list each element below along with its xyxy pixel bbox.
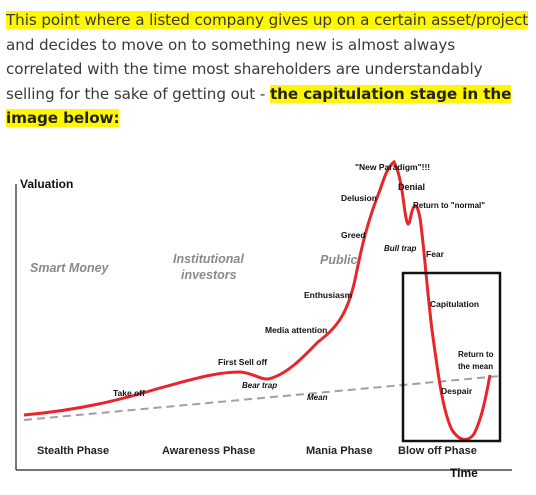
phase-mania: Mania Phase <box>306 445 373 457</box>
capitulation-box <box>401 271 502 443</box>
group-smart-money: Smart Money <box>30 261 110 275</box>
label-return-normal: Return to "normal" <box>413 201 485 210</box>
phase-blow-off: Blow off Phase <box>398 445 477 457</box>
article-paragraph: This point where a listed company gives … <box>6 8 530 131</box>
x-axis-label: Time <box>450 466 478 480</box>
label-denial: Denial <box>398 182 425 192</box>
mean-line <box>23 375 501 421</box>
group-institutional-2: investors <box>181 268 237 282</box>
label-new-paradigm: "New Paradigm"!!! <box>355 162 430 172</box>
market-cycle-figure: Valuation Time "New Paradigm"!!! Denial … <box>0 150 536 490</box>
label-greed: Greed <box>341 230 366 240</box>
label-despair: Despair <box>441 386 473 396</box>
label-fear: Fear <box>426 249 445 259</box>
body-text: and decides to move on to something new … <box>6 35 483 103</box>
label-enthusiasm: Enthusiasm <box>304 290 353 300</box>
label-media-attention: Media attention <box>265 325 327 335</box>
label-bull-trap: Bull trap <box>384 244 417 253</box>
label-first-sell-off: First Sell off <box>218 357 267 367</box>
label-return-mean-1: Return to <box>458 350 494 359</box>
label-capitulation: Capitulation <box>430 299 479 309</box>
y-axis-label: Valuation <box>20 177 73 191</box>
phase-stealth: Stealth Phase <box>37 445 109 457</box>
group-institutional-1: Institutional <box>173 252 244 266</box>
label-take-off: Take off <box>113 388 145 398</box>
phase-awareness: Awareness Phase <box>162 445 255 457</box>
label-delusion: Delusion <box>341 193 377 203</box>
highlighted-text-1: This point where a listed company gives … <box>6 11 529 29</box>
label-return-mean-2: the mean <box>458 362 493 371</box>
label-bear-trap: Bear trap <box>242 381 277 390</box>
market-cycle-diagram: Valuation Time "New Paradigm"!!! Denial … <box>15 159 512 480</box>
price-curve <box>23 159 492 441</box>
label-mean: Mean <box>307 393 328 402</box>
group-public: Public <box>320 253 358 267</box>
